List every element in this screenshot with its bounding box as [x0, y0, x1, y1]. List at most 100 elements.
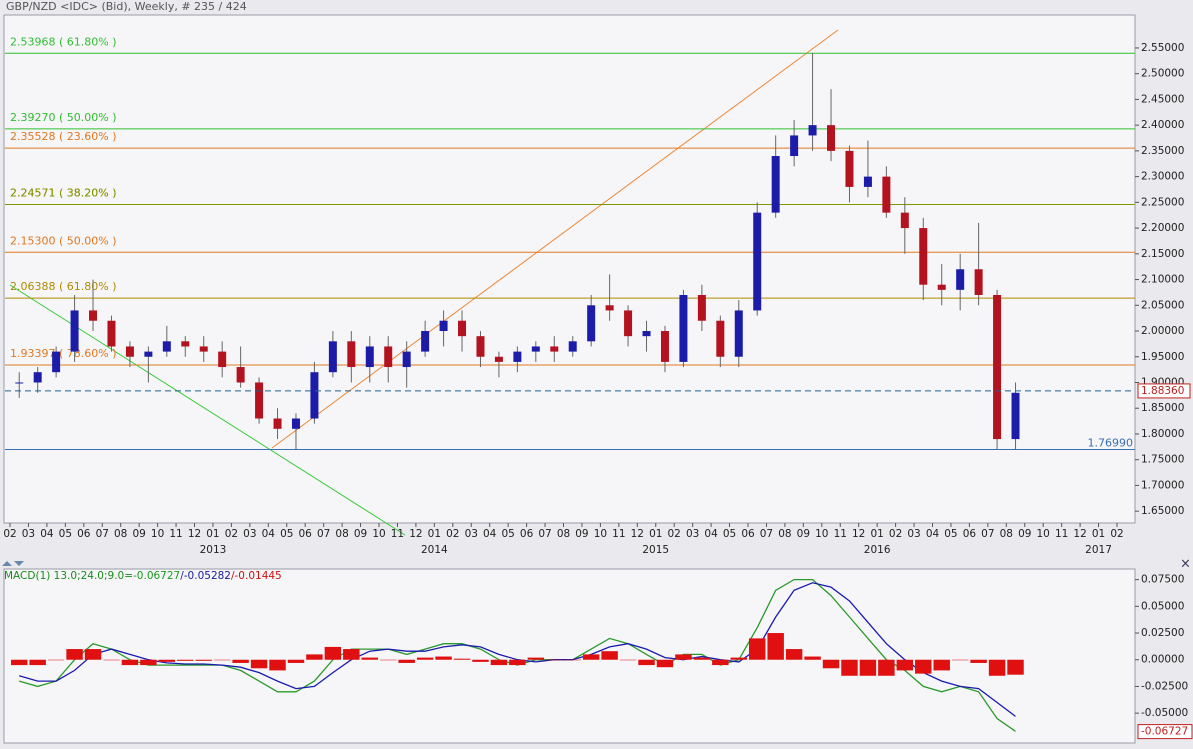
x-tick-label: 05 — [280, 528, 293, 540]
y-tick-label: 0.00000 — [1141, 654, 1184, 666]
candle-body — [660, 331, 669, 362]
close-button[interactable]: × — [1180, 557, 1191, 572]
candle-body — [624, 310, 633, 337]
macd-histogram-bar — [416, 657, 434, 660]
y-tick-label: 2.15000 — [1141, 248, 1184, 260]
candle-body — [273, 418, 282, 429]
candle-body — [328, 341, 337, 373]
x-tick-label: 02 — [446, 528, 459, 540]
candle-body — [919, 228, 928, 285]
macd-histogram-bar — [988, 659, 1006, 676]
candle-body — [956, 269, 965, 290]
last-price-box — [1137, 383, 1191, 399]
x-tick-label: 10 — [372, 528, 385, 540]
candle-body — [513, 351, 522, 362]
x-tick-label: 12 — [631, 528, 644, 540]
candle-body — [716, 320, 725, 357]
fib-label: 2.24571 ( 38.20% ) — [10, 187, 117, 200]
candle-body — [181, 341, 190, 347]
candle-body — [421, 331, 430, 352]
candle-body — [125, 346, 134, 357]
candle-body — [827, 125, 836, 151]
candle-body — [734, 310, 743, 357]
candle-body — [347, 341, 356, 368]
y-tick-label: -0.05000 — [1141, 707, 1188, 719]
x-tick-label: 01 — [428, 528, 441, 540]
x-tick-label: 04 — [262, 528, 276, 540]
macd-histogram-bar — [29, 659, 46, 666]
candle-body — [255, 382, 264, 419]
candle-body — [937, 284, 946, 290]
candle-body — [15, 382, 24, 384]
candle-body — [531, 346, 540, 352]
panel-arrows[interactable] — [2, 561, 24, 566]
candle-body — [550, 346, 559, 352]
y-tick-label: 2.25000 — [1141, 196, 1184, 208]
year-label: 2013 — [200, 544, 227, 556]
macd-histogram-bar — [490, 659, 508, 666]
y-tick-label: 2.10000 — [1141, 274, 1184, 286]
fib-label: 2.35528 ( 23.60% ) — [10, 130, 117, 143]
y-tick-label: 0.05000 — [1141, 600, 1184, 612]
x-tick-label: 04 — [704, 528, 718, 540]
macd-histogram-bar — [509, 659, 526, 666]
candle-body — [697, 294, 706, 321]
trendline — [271, 29, 839, 449]
x-tick-label: 12 — [409, 528, 422, 540]
x-tick-label: 07 — [981, 528, 994, 540]
y-tick-label: 2.00000 — [1141, 325, 1184, 337]
x-tick-label: 11 — [834, 528, 847, 540]
candle-body — [679, 294, 688, 362]
y-tick-label: 2.30000 — [1141, 171, 1184, 183]
x-tick-label: 09 — [354, 528, 367, 540]
x-tick-label: 06 — [77, 528, 91, 540]
y-tick-label: 2.20000 — [1141, 222, 1184, 234]
last-value-box — [1137, 724, 1193, 740]
macd-title-value: /-0.01445 — [231, 570, 282, 582]
candle-body — [1011, 392, 1020, 440]
last-value-label: -0.06727 — [1141, 726, 1188, 738]
x-tick-label: 11 — [612, 528, 625, 540]
last-price-label: 1.88360 — [1141, 385, 1184, 397]
macd-histogram-bar — [343, 649, 360, 660]
x-tick-label: 04 — [926, 528, 940, 540]
x-tick-label: 02 — [889, 528, 902, 540]
x-tick-label: 08 — [557, 528, 570, 540]
macd-title: MACD(1) 13.0;24.0;9.0=-0.06727/-0.05282/… — [4, 570, 282, 582]
x-tick-label: 07 — [96, 528, 109, 540]
x-tick-label: 09 — [575, 528, 588, 540]
macd-histogram-bar — [638, 659, 655, 666]
candle-body — [900, 212, 909, 229]
x-tick-label: 03 — [907, 528, 920, 540]
x-tick-label: 12 — [188, 528, 201, 540]
support-label: 1.76990 — [1088, 436, 1134, 449]
x-tick-label: 04 — [483, 528, 497, 540]
x-tick-label: 08 — [1000, 528, 1013, 540]
x-tick-label: 11 — [169, 528, 182, 540]
macd-histogram-bar — [1007, 659, 1024, 675]
fib-label: 2.53968 ( 61.80% ) — [10, 35, 117, 48]
year-label: 2017 — [1085, 544, 1112, 556]
fib-label: 2.24571 ( 38.20% ) — [10, 187, 117, 200]
macd-histogram-bar — [103, 659, 120, 661]
fib-label: 2.06388 ( 61.80% ) — [10, 280, 117, 293]
x-tick-label: 07 — [317, 528, 330, 540]
macd-histogram-bar — [619, 659, 637, 661]
fib-label: 2.15300 ( 50.00% ) — [10, 234, 117, 247]
macd-histogram-bar — [841, 659, 858, 676]
y-tick-label: 0.07500 — [1141, 574, 1184, 586]
macd-line — [19, 582, 1016, 717]
macd-histogram-bar — [822, 659, 840, 669]
x-tick-label: 09 — [132, 528, 145, 540]
x-tick-label: 06 — [520, 528, 534, 540]
x-tick-label: 04 — [40, 528, 54, 540]
macd-histogram-bar — [472, 659, 489, 662]
macd-histogram-bar — [693, 657, 711, 660]
macd-histogram-bar — [749, 638, 766, 660]
x-tick-label: 05 — [944, 528, 957, 540]
price-plot — [3, 14, 1136, 524]
x-tick-label: 10 — [594, 528, 607, 540]
macd-title-text: MACD(1) 13.0;24.0;9.0= — [4, 570, 133, 582]
candle-body — [587, 305, 596, 342]
